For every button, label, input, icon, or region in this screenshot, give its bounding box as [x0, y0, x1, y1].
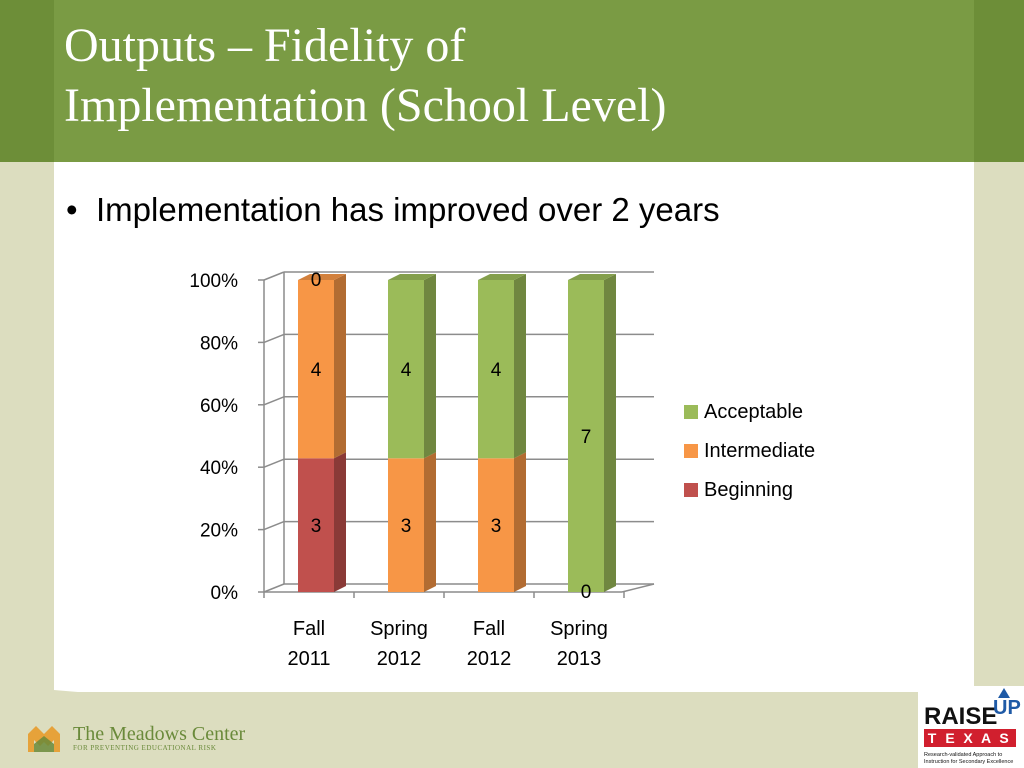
bar-side-beginning [334, 452, 346, 592]
bar-side-acceptable [424, 274, 436, 459]
data-label: 0 [581, 582, 592, 603]
bullet-text: Implementation has improved over 2 years [96, 191, 720, 228]
x-tick-label: Fall [473, 618, 505, 640]
data-label: 3 [491, 516, 502, 537]
bar-top-cap [298, 274, 346, 280]
data-label: 4 [311, 360, 322, 381]
bar-top-cap [478, 274, 526, 280]
bar-segment-intermediate [298, 280, 334, 459]
bar-top-cap [388, 274, 436, 280]
x-tick-label: 2011 [287, 648, 330, 670]
meadows-m-overlay-icon [34, 736, 54, 752]
side-wall-gridline [263, 333, 285, 344]
legend-swatch-intermediate [684, 444, 698, 458]
title-line-1: Outputs – Fidelity of [64, 19, 466, 72]
meadows-center-name: The Meadows Center [73, 723, 246, 745]
bar-side-intermediate [514, 452, 526, 592]
legend-swatch-acceptable [684, 405, 698, 419]
texas-letter: X [963, 730, 973, 746]
x-tick-label: 2012 [377, 648, 422, 670]
up-word: UP [993, 697, 1021, 719]
legend-label-intermediate: Intermediate [704, 440, 815, 462]
side-wall-gridline [263, 583, 285, 593]
y-tick-label: 0% [211, 583, 239, 604]
up-arrow-icon [998, 688, 1010, 698]
y-tick-label: 60% [200, 396, 238, 417]
y-tick-label: 20% [200, 521, 238, 542]
texas-letter: S [999, 730, 1008, 746]
legend-label-beginning: Beginning [704, 479, 793, 501]
raise-tagline-1: Research-validated Approach to [924, 752, 1002, 758]
data-label: 3 [311, 516, 322, 537]
y-tick-label: 40% [200, 458, 238, 479]
x-tick-label: 2012 [467, 648, 512, 670]
header-inner [54, 0, 974, 162]
meadows-logo-mark [28, 726, 60, 752]
data-label: 7 [581, 427, 592, 448]
bar-side-acceptable [514, 274, 526, 459]
texas-letter: A [981, 730, 991, 746]
slide-title: Outputs – Fidelity of Implementation (Sc… [64, 16, 944, 136]
raise-tagline-2: Instruction for Secondary Excellence [924, 759, 1013, 765]
bar-segment-intermediate [478, 458, 514, 592]
bar-segment-acceptable [568, 280, 604, 592]
texas-bar [924, 729, 1016, 747]
legend-label-acceptable: Acceptable [704, 401, 803, 423]
side-wall-gridline [263, 520, 285, 531]
x-tick-label: 2013 [557, 648, 602, 670]
bar-segment-acceptable [388, 280, 424, 459]
bar-segment-intermediate [388, 458, 424, 592]
title-line-2: Implementation (School Level) [64, 79, 667, 132]
side-wall-gridline [263, 271, 285, 281]
side-wall-gridline [263, 458, 285, 468]
data-label: 0 [311, 270, 322, 291]
bar-side-acceptable [604, 274, 616, 592]
bar-side-intermediate [334, 274, 346, 459]
y-tick-label: 100% [189, 271, 238, 292]
bullet-point: • Implementation has improved over 2 year… [66, 190, 720, 230]
data-label: 3 [401, 516, 412, 537]
floor-edge [621, 583, 655, 593]
legend-swatch-beginning [684, 483, 698, 497]
data-label: 4 [491, 360, 502, 381]
texas-letter: E [945, 730, 954, 746]
side-wall-gridline [263, 396, 285, 406]
bar-segment-acceptable [478, 280, 514, 459]
stacked-column-chart: 0% 20% 40% 60% 80% 100% 3 4 0 Fall 2011 3 4 Spring 201… [189, 270, 815, 670]
x-tick-label: Spring [550, 618, 608, 640]
x-tick-label: Fall [293, 618, 325, 640]
raise-logo-background [918, 686, 1024, 768]
bar-side-intermediate [424, 452, 436, 592]
data-label: 4 [401, 360, 412, 381]
bullet-dot-icon: • [66, 191, 78, 228]
footer-wave [0, 660, 1024, 768]
footer-background-shape [0, 660, 1024, 768]
bar-top-cap [568, 274, 616, 280]
y-tick-label: 80% [200, 333, 238, 354]
raise-word: RAISE [924, 703, 997, 730]
x-tick-label: Spring [370, 618, 428, 640]
bar-segment-beginning [298, 458, 334, 592]
meadows-center-tagline: FOR PREVENTING EDUCATIONAL RISK [73, 744, 217, 752]
texas-letter: T [928, 730, 937, 746]
